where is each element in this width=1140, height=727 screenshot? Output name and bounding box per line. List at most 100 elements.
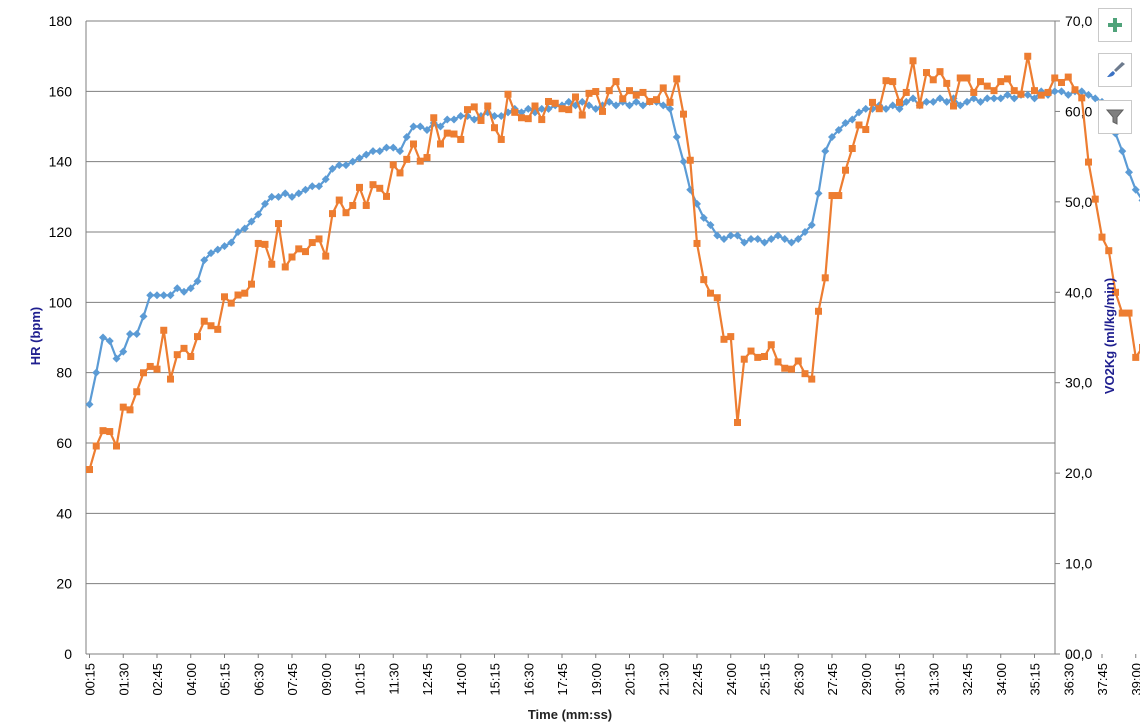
data-point — [720, 235, 728, 244]
data-point — [794, 357, 802, 365]
y-tick-label: 180 — [49, 13, 73, 29]
data-point — [355, 154, 364, 163]
data-point — [727, 333, 735, 341]
data-point — [672, 133, 681, 142]
data-point — [976, 97, 985, 106]
data-point — [234, 228, 242, 236]
data-point — [302, 248, 309, 256]
y-tick-label: 20 — [56, 576, 72, 592]
data-point — [855, 108, 863, 117]
data-point — [659, 84, 667, 92]
data-point — [126, 406, 134, 414]
data-point — [686, 156, 694, 164]
data-point — [301, 185, 310, 194]
data-point — [376, 184, 384, 192]
data-point — [626, 87, 633, 95]
x-tick-label: 09:00 — [319, 663, 334, 696]
data-point — [565, 106, 573, 114]
data-point — [787, 238, 796, 247]
data-point — [1077, 87, 1086, 96]
data-point — [119, 403, 127, 411]
data-point — [774, 231, 782, 240]
x-tick-label: 21:30 — [656, 663, 671, 696]
data-point — [308, 239, 316, 247]
chart-elements-button[interactable] — [1098, 8, 1132, 42]
data-point — [1064, 90, 1073, 99]
x-tick-label: 15:15 — [488, 663, 503, 696]
chart-filters-button[interactable] — [1098, 100, 1132, 134]
data-point — [929, 76, 937, 84]
x-tick-label: 11:30 — [386, 663, 401, 695]
y-tick-label: 80 — [56, 365, 72, 381]
data-point — [983, 82, 991, 90]
data-point — [632, 97, 641, 106]
data-point — [929, 97, 938, 106]
data-point — [484, 102, 492, 110]
data-point — [591, 104, 600, 113]
data-point — [753, 235, 762, 244]
data-point — [747, 347, 755, 355]
data-point — [322, 252, 330, 260]
data-point — [1112, 288, 1119, 296]
data-point — [180, 287, 188, 296]
y-tick-label: 100 — [49, 294, 73, 310]
data-point — [828, 192, 836, 200]
data-point — [92, 368, 101, 377]
data-point — [1118, 309, 1126, 317]
data-point — [153, 365, 161, 373]
gridlines — [86, 20, 1055, 655]
data-point — [105, 337, 114, 346]
data-point — [443, 129, 451, 137]
data-point — [814, 189, 823, 198]
data-point — [706, 220, 715, 229]
x-tick-label: 00:15 — [83, 663, 98, 696]
data-point — [153, 291, 161, 300]
data-point — [726, 231, 735, 240]
x-tick-label: 31:30 — [926, 663, 941, 696]
data-point — [537, 104, 546, 113]
data-point — [821, 147, 830, 156]
x-tick-label: 27:45 — [825, 663, 840, 696]
data-point — [85, 400, 94, 409]
data-point — [375, 147, 384, 156]
data-point — [241, 289, 249, 297]
x-tick-label: 07:45 — [285, 663, 300, 696]
series-hr — [85, 87, 1140, 409]
data-point — [126, 329, 134, 338]
data-point — [113, 442, 120, 450]
data-point — [261, 240, 269, 248]
y-axis-title: HR (bpm) — [28, 307, 43, 366]
data-point — [558, 105, 566, 113]
data-point — [200, 317, 208, 325]
data-point — [92, 442, 100, 450]
data-point — [200, 256, 209, 265]
data-point — [1050, 87, 1059, 96]
data-point — [659, 101, 668, 110]
y-tick-label: 0 — [64, 646, 72, 662]
data-point — [815, 307, 822, 315]
data-point — [862, 126, 870, 134]
data-point — [936, 68, 944, 76]
data-point — [761, 352, 768, 360]
x-tick-label: 06:30 — [251, 663, 266, 696]
data-point — [551, 99, 559, 107]
data-point — [166, 291, 175, 300]
data-point — [450, 115, 458, 124]
x-tick-label: 16:30 — [521, 663, 536, 696]
x-tick-label: 19:00 — [589, 663, 604, 696]
data-point — [234, 291, 242, 299]
data-point — [639, 101, 647, 110]
data-point — [382, 143, 391, 152]
data-point — [106, 428, 114, 436]
data-point — [545, 97, 552, 105]
data-point — [1051, 74, 1059, 82]
x-tick-label: 04:00 — [184, 663, 199, 696]
data-point — [734, 419, 741, 427]
data-point — [747, 235, 755, 244]
data-point — [146, 291, 155, 300]
chart-styles-button[interactable] — [1098, 53, 1132, 87]
data-point — [402, 133, 411, 142]
data-point — [275, 220, 282, 228]
data-point — [1105, 247, 1113, 255]
